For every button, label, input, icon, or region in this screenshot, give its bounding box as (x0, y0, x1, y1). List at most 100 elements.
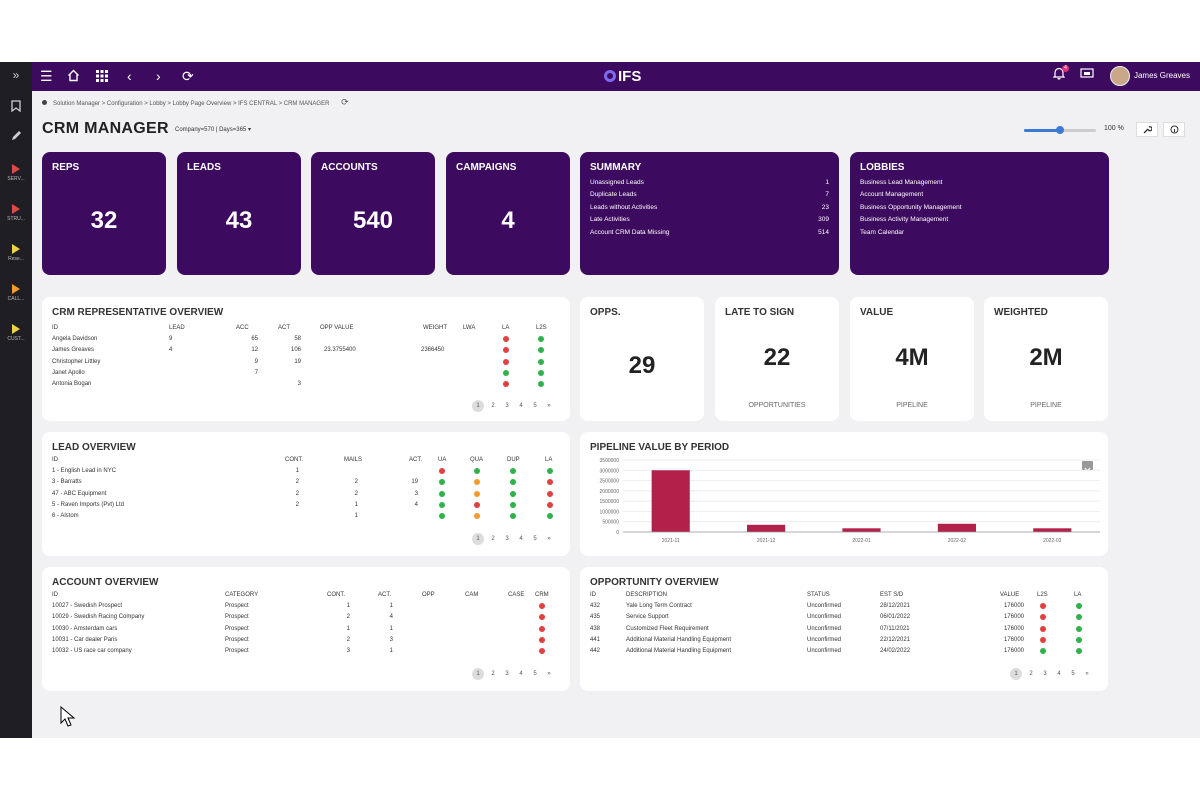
kpi-campaigns[interactable]: CAMPAIGNS 4 (446, 152, 570, 275)
col-header[interactable]: LEAD (169, 325, 185, 331)
pencil-icon[interactable] (0, 130, 32, 145)
page-5[interactable]: 5 (533, 671, 537, 677)
page-2[interactable]: 2 (1029, 671, 1033, 677)
col-header[interactable]: ID (52, 325, 58, 331)
col-header[interactable]: MAILS (344, 457, 363, 463)
col-header[interactable]: DUP (507, 457, 520, 463)
page-3[interactable]: 3 (505, 536, 509, 542)
info-icon[interactable] (1163, 122, 1185, 137)
col-header[interactable]: L2S (536, 325, 547, 331)
page-3[interactable]: 3 (505, 671, 509, 677)
table-row[interactable]: Christopher Littley 9 19 (52, 358, 560, 370)
col-header[interactable]: CATEGORY (225, 592, 259, 598)
col-header[interactable]: ID (52, 592, 58, 598)
col-header[interactable]: LA (1074, 592, 1082, 598)
col-header[interactable]: CAM (465, 592, 479, 598)
col-header[interactable]: LWA (463, 325, 476, 331)
wrench-icon[interactable] (1136, 122, 1158, 137)
table-row[interactable]: 10027 - Swedish Prospect Prospect 1 1 (52, 603, 560, 614)
table-row[interactable]: Angela Davidson 9 65 58 (52, 336, 560, 347)
col-header[interactable]: STATUS (807, 592, 830, 598)
home-icon[interactable] (67, 67, 80, 86)
summary-row[interactable]: Duplicate Leads 7 (590, 189, 829, 201)
page-4[interactable]: 4 (519, 403, 523, 409)
col-header[interactable]: CRM (535, 592, 549, 598)
col-header[interactable]: L2S (1037, 592, 1048, 598)
opps-card[interactable]: OPPS. 29 (580, 297, 704, 421)
col-header[interactable]: OPP (422, 592, 435, 598)
page-3[interactable]: 3 (1043, 671, 1047, 677)
context-selector[interactable]: Company=570 | Days=365 ▾ (175, 127, 251, 133)
late-to-sign-card[interactable]: LATE TO SIGN 22 OPPORTUNITIES (715, 297, 839, 421)
sidebar-item-stru[interactable]: STRU... (0, 204, 32, 222)
screen-share-icon[interactable] (1080, 68, 1094, 82)
page-next[interactable]: » (1085, 671, 1089, 677)
table-row[interactable]: 1 - English Lead in NYC 1 (52, 468, 560, 479)
value-card[interactable]: VALUE 4M PIPELINE (850, 297, 974, 421)
table-row[interactable]: 10031 - Car dealer Paris Prospect 2 3 (52, 636, 560, 648)
page-5[interactable]: 5 (533, 403, 537, 409)
col-header[interactable]: EST S/D (880, 592, 904, 598)
table-row[interactable]: 432 Yale Long Term Contract Unconfirmed 28/… (590, 603, 1098, 614)
table-row[interactable]: 10029 - Swedish Racing Company Prospect 2 4 (52, 614, 560, 625)
col-header[interactable]: ID (590, 592, 596, 598)
page-1[interactable]: 1 (472, 400, 484, 412)
sidebar-item-call[interactable]: CALL... (0, 284, 32, 302)
table-row[interactable]: 6 - Alstom 1 (52, 512, 560, 524)
col-header[interactable]: CASE (508, 592, 525, 598)
col-header[interactable]: LA (545, 457, 553, 463)
sidebar-item-rese[interactable]: Rese... (0, 244, 32, 262)
col-header[interactable]: OPP VALUE (320, 325, 354, 331)
bookmark-icon[interactable] (0, 100, 32, 115)
table-row[interactable]: 435 Service Support Unconfirmed 06/01/2022 1… (590, 614, 1098, 625)
lobby-link[interactable]: Business Opportunity Management (860, 203, 962, 211)
zoom-slider[interactable] (1024, 125, 1096, 137)
col-header[interactable]: ACT (278, 325, 290, 331)
back-icon[interactable]: ‹ (127, 68, 132, 84)
page-4[interactable]: 4 (1057, 671, 1061, 677)
breadcrumb-text[interactable]: Solution Manager > Configuration > Lobby… (53, 101, 330, 107)
page-4[interactable]: 4 (519, 536, 523, 542)
summary-row[interactable]: Late Activities 309 (590, 214, 829, 226)
table-row[interactable]: 441 Additional Material Handling Equipmen… (590, 636, 1098, 648)
col-header[interactable]: ID (52, 457, 58, 463)
refresh-icon[interactable]: ⟳ (182, 68, 194, 84)
table-row[interactable]: 10032 - US race car company Prospect 3 1 (52, 647, 560, 659)
lobby-link[interactable]: Account Management (860, 191, 924, 199)
table-row[interactable]: 10030 - Amsterdam cars Prospect 1 1 (52, 625, 560, 637)
page-next[interactable]: » (547, 671, 551, 677)
col-header[interactable]: CONT. (327, 592, 345, 598)
table-row[interactable]: Janet Apollo 7 (52, 369, 560, 381)
notification-bell-icon[interactable]: 4 (1052, 65, 1069, 83)
col-header[interactable]: LA (502, 325, 510, 331)
table-row[interactable]: James Greaves 4 12 106 23.3755400 2366450 (52, 347, 560, 358)
chart-menu-icon[interactable] (1082, 461, 1093, 472)
col-header[interactable]: QUA (470, 457, 484, 463)
table-row[interactable]: 5 - Raven Imports (Pvt) Ltd 2 1 4 (52, 501, 560, 513)
expand-icon[interactable]: » (12, 68, 20, 82)
kpi-reps[interactable]: REPS 32 (42, 152, 166, 275)
col-header[interactable]: ACT. (409, 457, 423, 463)
table-row[interactable]: 438 Customized Fleet Requirement Unconfirm… (590, 625, 1098, 637)
weighted-card[interactable]: WEIGHTED 2M PIPELINE (984, 297, 1108, 421)
zoom-handle[interactable] (1056, 126, 1064, 134)
kpi-accounts[interactable]: ACCOUNTS 540 (311, 152, 435, 275)
col-header[interactable]: UA (438, 457, 447, 463)
home-dot-icon[interactable] (42, 100, 47, 105)
table-row[interactable]: Antonia Bogan 3 (52, 380, 560, 392)
page-5[interactable]: 5 (1071, 671, 1075, 677)
breadcrumb[interactable]: Solution Manager > Configuration > Lobby… (42, 97, 349, 108)
summary-row[interactable]: Account CRM Data Missing 514 (590, 227, 829, 239)
user-menu[interactable]: James Greaves (1109, 66, 1190, 86)
forward-icon[interactable]: › (156, 68, 161, 84)
page-2[interactable]: 2 (491, 403, 495, 409)
table-row[interactable]: 3 - Barratts 2 2 19 (52, 479, 560, 490)
page-1[interactable]: 1 (472, 668, 484, 680)
col-header[interactable]: DESCRIPTION (626, 592, 668, 598)
col-header[interactable]: ACC (236, 325, 249, 331)
apps-grid-icon[interactable] (96, 67, 108, 86)
summary-row[interactable]: Leads without Activities 23 (590, 202, 829, 214)
page-1[interactable]: 1 (1010, 668, 1022, 680)
page-2[interactable]: 2 (491, 536, 495, 542)
lobby-link[interactable]: Business Lead Management (860, 179, 943, 186)
